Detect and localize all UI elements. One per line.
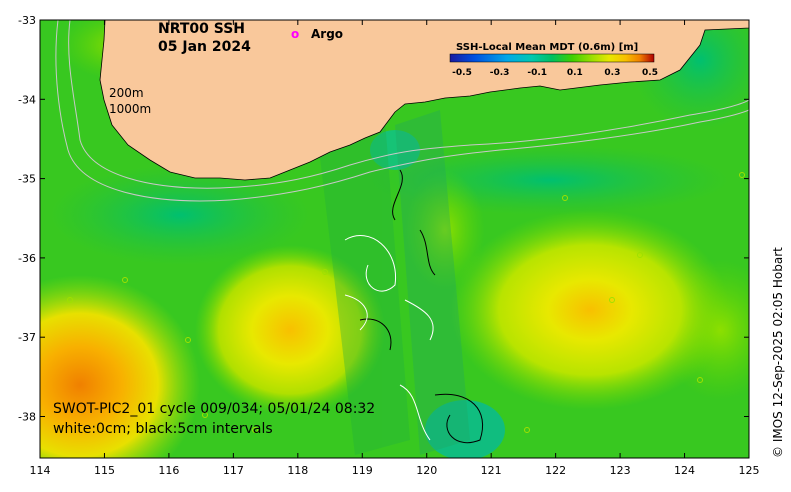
y-tick-label: -33 [18,14,36,27]
argo-float [67,297,73,303]
x-tick-label: 125 [739,464,760,477]
argo-legend-symbol: o [291,27,299,41]
argo-float [524,427,530,433]
credit-text: © IMOS 12-Sep-2025 02:05 Hobart [771,247,785,458]
x-tick-label: 121 [481,464,502,477]
y-tick-label: -36 [18,252,36,265]
y-axis: -33 -34 -35 -36 -37 -38 [18,14,749,424]
plot-frame [39,19,750,459]
swot-contour-legend: white:0cm; black:5cm intervals [53,421,273,437]
argo-float [739,172,745,178]
swot-pass-info: SWOT-PIC2_01 cycle 009/034; 05/01/24 08:… [53,401,375,417]
colorbar-tick-label: -0.5 [452,68,472,78]
argo-float [609,297,615,303]
x-tick-label: 119 [352,464,373,477]
x-tick-label: 117 [223,464,244,477]
x-tick-label: 116 [158,464,179,477]
colorbar: SSH-Local Mean MDT (0.6m) [m] -0.5 -0.3 -0… [449,42,658,78]
bathymetry-contours [55,20,749,202]
argo-float [637,252,643,258]
argo-float [697,377,703,383]
argo-float [562,195,568,201]
x-tick-label: 115 [94,464,115,477]
y-tick-label: -35 [18,173,36,186]
x-tick-label: 114 [30,464,51,477]
x-tick-label: 122 [545,464,566,477]
colorbar-tick-label: -0.3 [490,68,510,78]
map-title: NRT00 SSH [158,21,245,37]
x-tick-label: 118 [287,464,308,477]
swot-contours [344,169,484,444]
contour-200m-label: 200m [109,86,144,100]
argo-float [185,337,191,343]
x-tick-label: 123 [610,464,631,477]
contour-1000m-label: 1000m [109,102,151,116]
argo-float [322,269,328,275]
swot-swath [318,110,470,455]
colorbar-gradient [449,53,655,63]
colorbar-tick-label: 0.5 [642,68,658,78]
x-tick-label: 120 [416,464,437,477]
y-tick-label: -38 [18,411,36,424]
argo-floats [67,172,745,433]
colorbar-title: SSH-Local Mean MDT (0.6m) [m] [456,42,638,53]
x-axis: 114 115 116 117 118 119 120 121 122 123 124 125 [30,20,760,477]
y-tick-label: -37 [18,331,36,344]
colorbar-tick-label: 0.1 [567,68,583,78]
argo-float [252,427,258,433]
argo-legend-label: Argo [311,27,343,41]
argo-float [122,277,128,283]
map-date: 05 Jan 2024 [158,39,251,55]
y-tick-label: -34 [18,93,36,106]
colorbar-tick-label: -0.1 [527,68,547,78]
argo-float [202,412,208,418]
colorbar-tick-label: 0.3 [604,68,620,78]
x-tick-label: 124 [674,464,695,477]
